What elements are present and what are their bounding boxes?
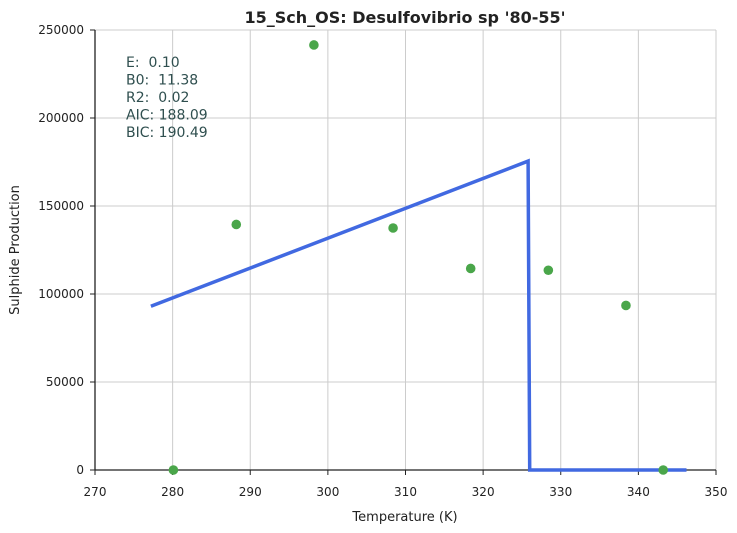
data-points: [168, 40, 669, 475]
fit-line: [150, 158, 687, 472]
y-tick-label: 150000: [38, 199, 84, 213]
fit-statistic: E: 0.10: [126, 55, 180, 71]
fit-statistic: BIC: 190.49: [126, 125, 208, 141]
x-tick-label: 280: [161, 485, 184, 499]
x-tick-label: 320: [472, 485, 495, 499]
fit-statistic: AIC: 188.09: [126, 108, 208, 124]
data-point: [658, 465, 669, 475]
x-tick-labels: 270 280 290 300 310 320 330 340 350: [84, 485, 728, 499]
y-tick-label: 250000: [38, 23, 84, 37]
data-point: [465, 263, 476, 274]
y-axis-label: Sulphide Production: [8, 185, 23, 315]
y-tick-labels: 0 50000 100000 150000 200000 250000: [38, 23, 84, 477]
x-tick-label: 290: [239, 485, 262, 499]
x-tick-label: 330: [549, 485, 572, 499]
y-tick-label: 100000: [38, 287, 84, 301]
x-axis-label: Temperature (K): [351, 510, 457, 525]
data-point: [543, 265, 554, 276]
data-point: [168, 465, 179, 475]
x-tick-label: 340: [627, 485, 650, 499]
data-point: [388, 223, 398, 233]
y-tick-label: 50000: [46, 375, 84, 389]
data-point: [231, 219, 242, 230]
data-point: [309, 40, 319, 50]
model-fit-lines: [150, 158, 687, 472]
x-tick-label: 350: [705, 485, 728, 499]
fit-statistic: B0: 11.38: [126, 73, 198, 89]
y-tick-label: 200000: [38, 111, 84, 125]
x-tick-label: 300: [316, 485, 339, 499]
grid: [94, 29, 717, 471]
data-point: [621, 300, 631, 311]
x-tick-label: 270: [84, 485, 107, 499]
fit-statistic: R2: 0.02: [126, 90, 189, 106]
y-tick-label: 0: [76, 463, 84, 477]
x-tick-label: 310: [394, 485, 417, 499]
chart-title: 15_Sch_OS: Desulfovibrio sp '80-55': [244, 8, 565, 27]
